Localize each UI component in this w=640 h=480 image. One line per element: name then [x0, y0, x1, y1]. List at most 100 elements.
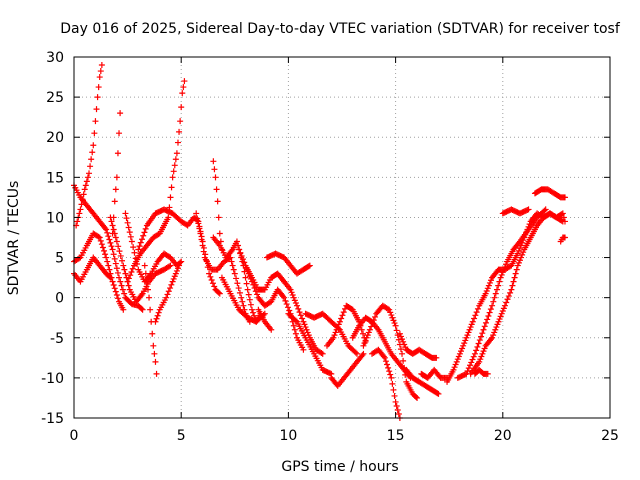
- data-point-marker: [558, 211, 565, 218]
- data-point-marker: [303, 326, 310, 333]
- y-tick-label: 25: [46, 90, 64, 106]
- data-point-marker: [390, 317, 397, 324]
- data-point-marker: [301, 321, 308, 328]
- data-point-marker: [484, 370, 491, 377]
- data-point-marker: [242, 274, 249, 281]
- data-point-marker: [519, 251, 526, 258]
- data-point-marker: [456, 350, 463, 357]
- data-point-marker: [515, 239, 522, 246]
- series-sat-aa: [369, 346, 403, 421]
- series-sat-ab: [396, 330, 440, 361]
- data-point-marker: [245, 270, 252, 277]
- series-sat-ac: [403, 366, 442, 397]
- data-point-marker: [109, 246, 116, 253]
- data-point-marker: [468, 321, 475, 328]
- data-point-marker: [89, 149, 96, 156]
- data-point-marker: [77, 206, 84, 213]
- data-point-marker: [434, 390, 441, 397]
- series-sat-ai: [499, 206, 532, 217]
- data-point-marker: [235, 242, 242, 249]
- series-sat-ak: [546, 210, 568, 225]
- data-point-marker: [129, 265, 136, 272]
- data-point-marker: [318, 350, 325, 357]
- data-point-marker: [306, 262, 313, 269]
- data-point-marker: [172, 156, 179, 163]
- data-point-marker: [282, 297, 289, 304]
- data-point-marker: [474, 305, 481, 312]
- data-point-marker: [167, 194, 174, 201]
- data-point-marker: [299, 315, 306, 322]
- data-point-marker: [464, 368, 471, 375]
- data-point-marker: [243, 265, 250, 272]
- data-point-marker: [174, 139, 181, 146]
- data-point-marker: [173, 150, 180, 157]
- data-point-marker: [113, 265, 120, 272]
- data-point-marker: [414, 394, 421, 401]
- data-point-marker: [352, 349, 359, 356]
- data-point-marker: [177, 259, 184, 266]
- data-point-marker: [78, 201, 85, 208]
- data-point-marker: [340, 309, 347, 316]
- data-point-marker: [471, 315, 478, 322]
- x-tick-label: 10: [279, 428, 297, 444]
- data-point-marker: [248, 306, 255, 313]
- data-point-marker: [452, 361, 459, 368]
- data-point-marker: [128, 238, 135, 245]
- data-point-marker: [154, 312, 161, 319]
- data-point-marker: [169, 174, 176, 181]
- data-point-marker: [489, 334, 496, 341]
- data-point-marker: [235, 285, 242, 292]
- data-point-marker: [387, 309, 394, 316]
- data-point-marker: [237, 249, 244, 256]
- series-sat-q: [242, 262, 307, 353]
- data-point-marker: [512, 270, 519, 277]
- data-point-marker: [87, 163, 94, 170]
- data-point-marker: [516, 245, 523, 252]
- data-point-marker: [244, 286, 251, 293]
- data-point-marker: [369, 320, 376, 327]
- data-point-marker: [79, 196, 86, 203]
- data-point-marker: [559, 210, 566, 217]
- data-point-marker: [465, 329, 472, 336]
- data-point-marker: [139, 306, 146, 313]
- data-point-marker: [482, 290, 489, 297]
- data-point-marker: [395, 410, 402, 417]
- data-point-marker: [494, 321, 501, 328]
- data-point-marker: [99, 244, 106, 251]
- data-point-marker: [459, 345, 466, 352]
- data-point-marker: [103, 254, 110, 261]
- data-point-marker: [500, 266, 507, 273]
- data-point-marker: [233, 238, 240, 245]
- data-point-marker: [141, 262, 148, 269]
- data-point-marker: [125, 282, 132, 289]
- data-point-marker: [389, 314, 396, 321]
- data-point-marker: [74, 218, 81, 225]
- data-point-marker: [131, 249, 138, 256]
- data-point-marker: [171, 273, 178, 280]
- data-point-marker: [354, 350, 361, 357]
- data-point-marker: [238, 252, 245, 259]
- data-point-marker: [114, 269, 121, 276]
- data-point-marker: [399, 350, 406, 357]
- data-point-marker: [284, 304, 291, 311]
- data-point-marker: [515, 247, 522, 254]
- data-point-marker: [473, 309, 480, 316]
- data-point-marker: [280, 293, 287, 300]
- data-point-marker: [118, 282, 125, 289]
- data-point-marker: [141, 229, 148, 236]
- data-point-marker: [250, 281, 257, 288]
- data-point-marker: [98, 62, 105, 69]
- data-point-marker: [140, 232, 147, 239]
- data-point-marker: [88, 156, 95, 163]
- data-point-marker: [504, 296, 511, 303]
- data-point-marker: [392, 398, 399, 405]
- data-point-marker: [236, 246, 243, 253]
- data-point-marker: [90, 142, 97, 149]
- data-point-marker: [231, 270, 238, 277]
- data-point-marker: [503, 299, 510, 306]
- y-tick-label: 10: [46, 210, 64, 226]
- data-point-marker: [384, 361, 391, 368]
- data-point-marker: [104, 229, 111, 236]
- data-point-marker: [370, 317, 377, 324]
- data-point-marker: [305, 263, 312, 270]
